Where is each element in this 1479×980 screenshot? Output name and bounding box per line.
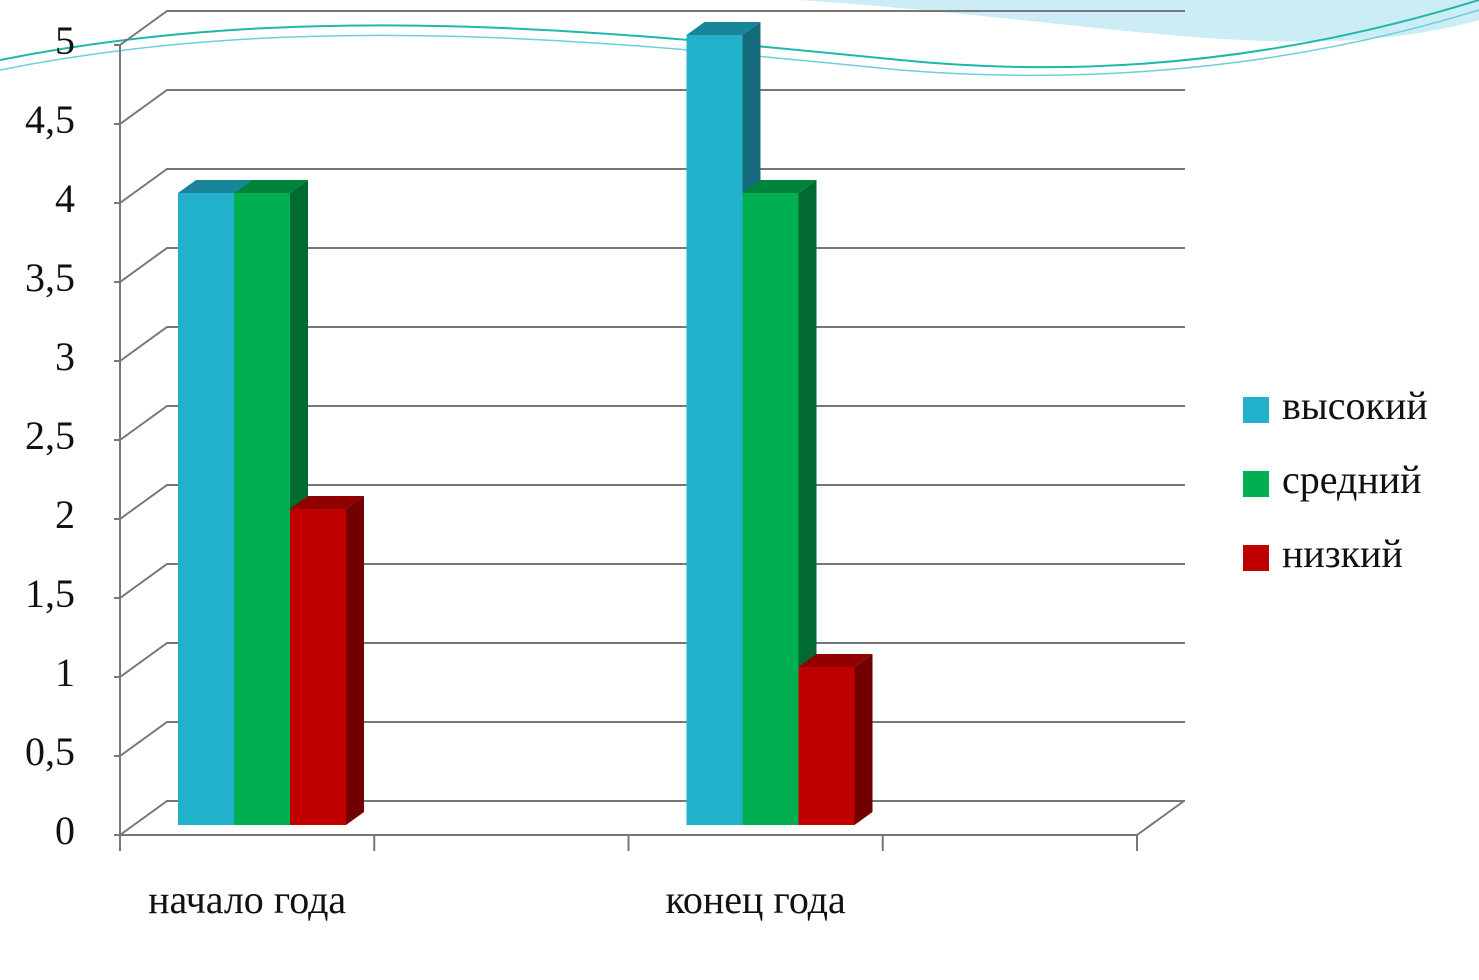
- grid-line: [119, 168, 1185, 204]
- legend-label: средний: [1282, 457, 1422, 502]
- y-tick-label: 2: [55, 492, 75, 537]
- bar-side: [854, 654, 873, 825]
- grid-line: [119, 484, 1185, 520]
- grid-line: [119, 326, 1185, 362]
- y-tick-label: 5: [55, 18, 75, 63]
- bar-top: [290, 496, 364, 509]
- legend-swatch: [1243, 471, 1269, 497]
- y-tick-label: 3,5: [25, 255, 75, 300]
- grid-line: [119, 247, 1185, 283]
- y-tick-label: 1,5: [25, 571, 75, 616]
- bar-top: [742, 180, 817, 193]
- legend-label: низкий: [1282, 531, 1403, 576]
- bar: [234, 193, 290, 825]
- bar-top: [686, 22, 761, 35]
- grid-line: [119, 563, 1185, 599]
- y-tick-label: 4: [55, 176, 75, 221]
- y-tick-label: 3: [55, 334, 75, 379]
- legend-swatch: [1243, 545, 1269, 571]
- bar: [742, 193, 799, 825]
- y-tick-label: 1: [55, 650, 75, 695]
- bar-top: [234, 180, 308, 193]
- grid-line: [119, 642, 1185, 678]
- x-tick-label: конец года: [665, 877, 846, 922]
- bar: [686, 35, 743, 825]
- y-tick-label: 0,5: [25, 729, 75, 774]
- legend-label: высокий: [1282, 383, 1428, 428]
- grid-line: [119, 10, 1185, 46]
- bar-top: [178, 180, 252, 193]
- bar: [290, 509, 346, 825]
- x-tick-label: начало года: [148, 877, 347, 922]
- grid-line: [119, 405, 1185, 441]
- bar-side: [346, 496, 364, 825]
- bar: [178, 193, 234, 825]
- y-tick-label: 2,5: [25, 413, 75, 458]
- bar: [798, 667, 855, 825]
- y-tick-label: 4,5: [25, 97, 75, 142]
- y-tick-label: 0: [55, 808, 75, 853]
- grid-line: [119, 89, 1185, 125]
- bar-top: [798, 654, 873, 667]
- legend-swatch: [1243, 397, 1269, 423]
